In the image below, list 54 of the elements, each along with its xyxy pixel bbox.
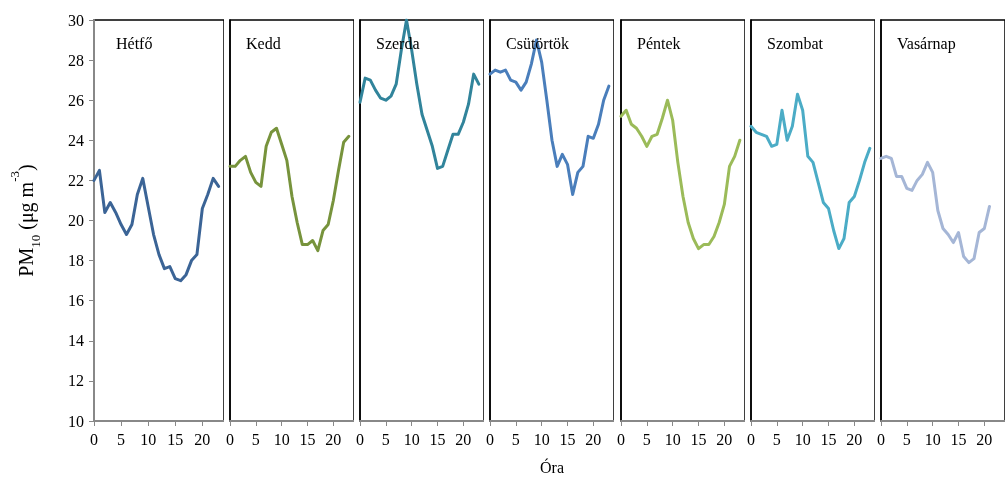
x-tick-label: 10	[924, 430, 941, 448]
x-tick-label: 0	[876, 430, 885, 448]
y-axis-title: PM10 (μg m-3)	[7, 164, 43, 277]
x-tick-label: 20	[194, 430, 211, 448]
x-tick-label: 5	[117, 430, 126, 448]
x-tick-label: 15	[559, 430, 576, 448]
x-tick-label: 15	[167, 430, 184, 448]
x-tick-label: 5	[512, 430, 521, 448]
y-tick-label: 18	[68, 252, 84, 270]
x-tick-label: 0	[226, 430, 235, 448]
y-tick-label: 28	[68, 51, 84, 69]
x-tick-label: 15	[690, 430, 707, 448]
x-tick-label: 5	[382, 430, 391, 448]
y-tick-label: 30	[68, 11, 84, 29]
x-tick-label: 10	[534, 430, 551, 448]
x-tick-label: 20	[976, 430, 993, 448]
y-tick-label: 14	[68, 332, 84, 350]
x-tick-label: 5	[772, 430, 781, 448]
x-tick-label: 20	[846, 430, 863, 448]
line-series	[92, 168, 221, 283]
text: Hétfő	[116, 34, 153, 52]
x-tick-label: 0	[356, 430, 365, 448]
x-tick-label: 15	[299, 430, 316, 448]
y-tick-label: 16	[68, 292, 84, 310]
x-tick-label: 0	[486, 430, 495, 448]
x-tick-label: 15	[429, 430, 446, 448]
x-tick-label: 10	[664, 430, 681, 448]
x-tick-label: 20	[585, 430, 602, 448]
x-tick-label: 0	[90, 430, 98, 448]
x-tick-label: 5	[902, 430, 911, 448]
y-tick-label: 24	[68, 131, 84, 149]
x-tick-label: 10	[273, 430, 290, 448]
y-tick-label: 22	[68, 171, 84, 189]
x-tick-label: 5	[251, 430, 260, 448]
text: Szombat	[766, 34, 824, 52]
x-tick-label: 15	[950, 430, 967, 448]
text: Kedd	[246, 34, 281, 52]
x-tick-label: 20	[715, 430, 732, 448]
text: Péntek	[636, 34, 681, 52]
x-tick-label: 0	[746, 430, 755, 448]
x-tick-label: 20	[325, 430, 342, 448]
y-tick-label: 10	[68, 412, 84, 430]
y-tick-label: 12	[68, 372, 84, 390]
x-axis-title: Óra	[540, 457, 565, 476]
x-tick-label: 15	[820, 430, 837, 448]
x-tick-label: 10	[403, 430, 420, 448]
x-tick-label: 10	[794, 430, 811, 448]
y-tick-label: 20	[68, 212, 84, 229]
x-tick-label: 20	[455, 430, 472, 448]
text: Vasárnap	[896, 34, 956, 53]
x-tick-label: 10	[140, 430, 157, 448]
x-tick-label: 5	[642, 430, 651, 448]
x-tick-label: 0	[616, 430, 625, 448]
y-tick-label: 26	[68, 91, 84, 109]
